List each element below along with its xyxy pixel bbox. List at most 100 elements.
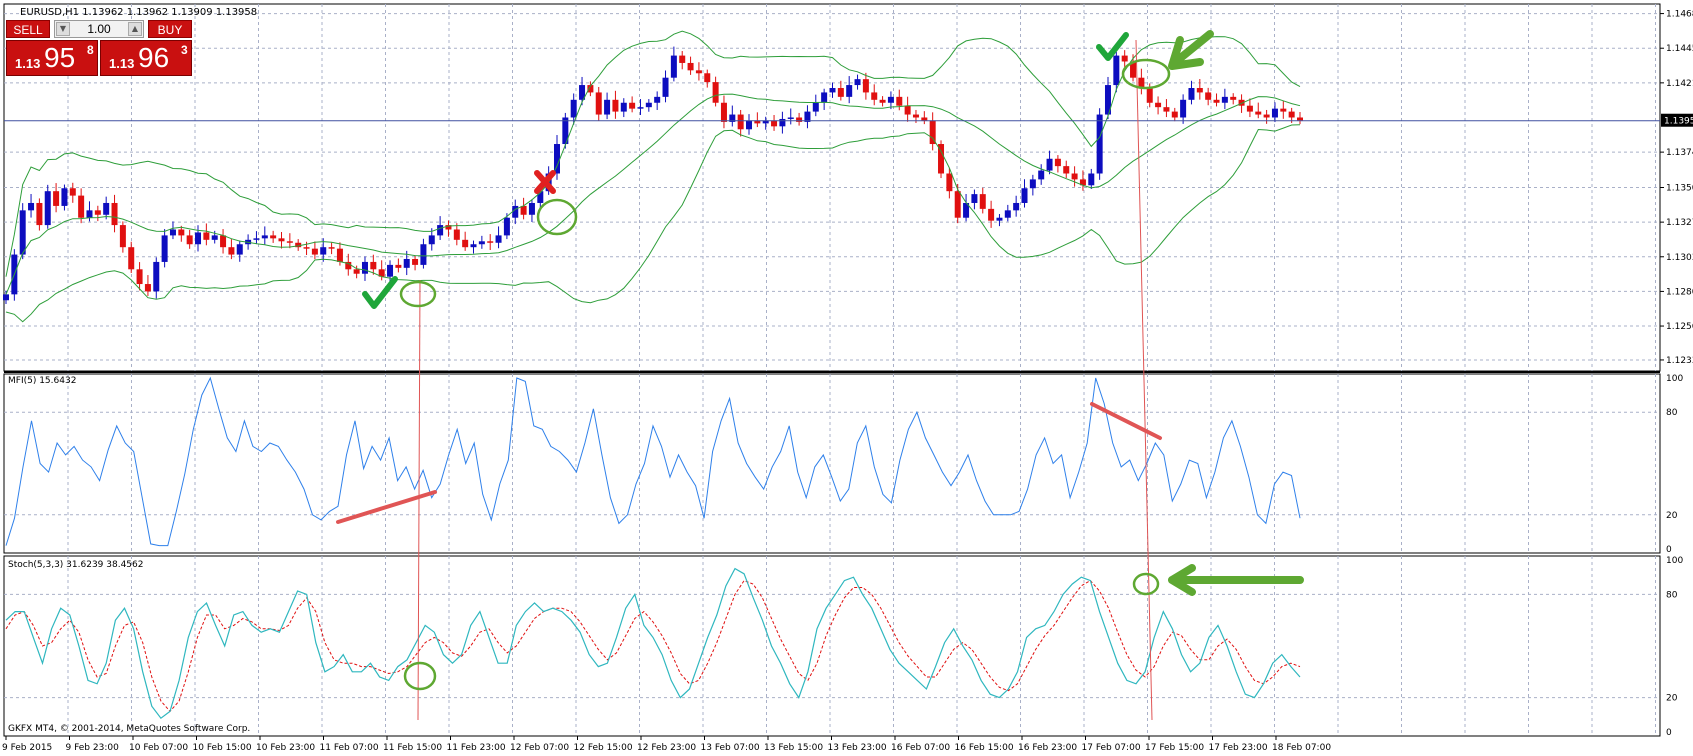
candle-body <box>378 269 385 277</box>
time-axis-label: 13 Feb 23:00 <box>828 743 887 753</box>
candle-body <box>103 202 110 215</box>
indicator-tick-label: 100 <box>1666 374 1683 384</box>
candle-body <box>879 99 886 103</box>
candle-body <box>862 79 869 93</box>
candle-body <box>1288 111 1295 118</box>
candle-body <box>320 247 327 255</box>
candle-body <box>328 247 335 249</box>
candle-body <box>487 241 494 243</box>
candle-body <box>470 244 477 248</box>
candle-body <box>687 62 694 71</box>
candle-body <box>261 235 268 239</box>
candle-body <box>336 248 343 262</box>
candle-body <box>503 217 510 236</box>
candle-body <box>303 247 310 249</box>
candle-body <box>1038 170 1045 180</box>
time-axis-label: 16 Feb 07:00 <box>891 743 950 753</box>
candle-body <box>353 269 360 274</box>
time-axis-label: 12 Feb 23:00 <box>637 743 696 753</box>
candle-body <box>453 229 460 240</box>
bollinger-middle <box>5 93 1301 295</box>
candle-body <box>562 117 569 145</box>
candle-body <box>595 92 602 115</box>
highlight-circle <box>1132 572 1160 596</box>
time-axis-label: 17 Feb 07:00 <box>1082 743 1141 753</box>
candle-body <box>1021 188 1028 203</box>
candle-body <box>1079 179 1086 186</box>
candle-body <box>437 225 444 236</box>
candle-body <box>195 232 202 245</box>
indicator-tick-label: 80 <box>1666 590 1678 600</box>
cross-icon <box>534 170 556 194</box>
buy-quote[interactable]: 1.13 96 3 <box>100 40 192 76</box>
sell-quote-pips: 95 <box>44 42 76 73</box>
candle-body <box>1096 114 1103 174</box>
candle-body <box>111 202 118 226</box>
candle-body <box>1046 158 1053 171</box>
stoch-main-line <box>5 567 1301 720</box>
buy-button[interactable]: BUY <box>148 20 192 38</box>
candle-body <box>161 235 168 262</box>
candle-body <box>929 120 936 145</box>
candle-body <box>896 96 903 106</box>
candle-body <box>136 269 143 285</box>
candle-body <box>829 88 836 93</box>
candle-body <box>1138 77 1145 89</box>
time-axis-label: 10 Feb 23:00 <box>256 743 315 753</box>
candle-body <box>587 85 594 93</box>
candle-body <box>387 264 394 277</box>
candle-body <box>787 117 794 119</box>
candle-body <box>645 102 652 108</box>
time-axis-label: 9 Feb 2015 <box>2 743 52 753</box>
lot-size-input[interactable]: ▼ 1.00 ▲ <box>54 20 144 38</box>
checkmark-icon <box>1096 32 1129 61</box>
candle-body <box>604 99 611 115</box>
candle-body <box>1263 114 1270 118</box>
lot-size-value[interactable]: 1.00 <box>87 22 111 36</box>
lot-increase-icon[interactable]: ▲ <box>128 22 142 36</box>
candle-body <box>220 235 227 248</box>
price-tick-label: 1.13270 <box>1666 218 1693 228</box>
lot-decrease-icon[interactable]: ▼ <box>56 22 70 36</box>
candle-body <box>528 202 535 215</box>
candle-body <box>128 247 135 270</box>
candle-body <box>78 195 85 218</box>
candle-body <box>1221 96 1228 103</box>
candle-body <box>1205 92 1212 100</box>
copyright-label: GKFX MT4, © 2001-2014, MetaQuotes Softwa… <box>8 724 250 734</box>
candle-body <box>854 79 861 86</box>
price-tick-label: 1.14215 <box>1666 79 1693 89</box>
candle-body <box>420 244 427 265</box>
sell-quote[interactable]: 1.13 95 8 <box>6 40 98 76</box>
signal-vertical-line <box>417 279 421 721</box>
candle-body <box>946 173 953 192</box>
mfi-label: MFI(5) 15.6432 <box>8 376 76 386</box>
symbol-info-label: EURUSD,H1 1.13962 1.13962 1.13909 1.1395… <box>20 7 257 18</box>
checkmark-icon <box>362 276 398 309</box>
candle-body <box>996 217 1003 221</box>
current-price-label: 1.13958 <box>1664 117 1693 127</box>
time-axis-label: 12 Feb 07:00 <box>510 743 569 753</box>
candle-body <box>428 235 435 245</box>
buy-quote-pips: 96 <box>138 42 170 73</box>
highlight-circle <box>403 661 437 691</box>
sell-button[interactable]: SELL <box>6 20 50 38</box>
candle-body <box>720 102 727 122</box>
candle-body <box>579 85 586 100</box>
time-axis-label: 11 Feb 23:00 <box>447 743 506 753</box>
candle-body <box>979 194 986 209</box>
divergence-line <box>336 490 437 524</box>
candle-body <box>570 99 577 118</box>
candle-body <box>1013 202 1020 211</box>
panel-frame-1 <box>3 373 1661 554</box>
sell-quote-prefix: 1.13 <box>15 56 41 71</box>
candle-body <box>1297 117 1303 121</box>
time-axis-label: 13 Feb 07:00 <box>701 743 760 753</box>
candle-body <box>1004 210 1011 218</box>
candle-body <box>61 188 68 206</box>
price-tick-label: 1.14450 <box>1666 44 1693 54</box>
candle-body <box>871 92 878 100</box>
candle-body <box>762 120 769 124</box>
